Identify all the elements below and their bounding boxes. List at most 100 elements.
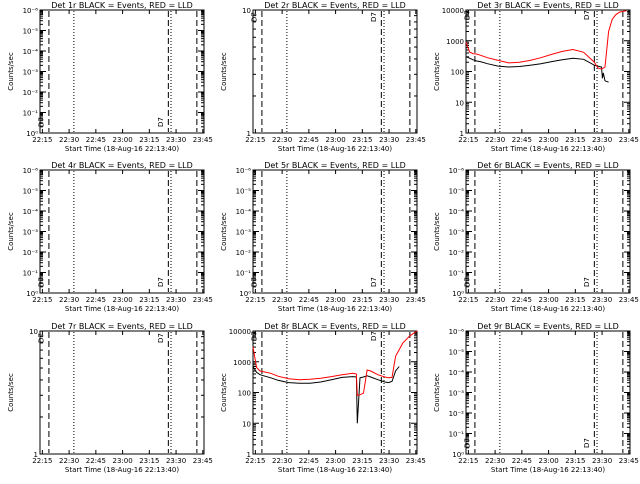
x-tick-label: 22:45: [299, 457, 319, 465]
x-axis-label: Start Time (18-Aug-16 22:13:40): [491, 145, 605, 153]
x-tick-label: 23:15: [352, 296, 372, 304]
x-tick-label: 23:30: [592, 296, 612, 304]
y-axis-label: Counts/sec: [433, 373, 441, 412]
chart-title: Det 9r BLACK = Events, RED = LLD: [477, 322, 619, 331]
y-tick-label: 10000: [229, 328, 251, 336]
x-tick-label: 22:30: [272, 296, 292, 304]
events-series-line: [252, 366, 400, 424]
lld-series-line: [252, 330, 418, 397]
plot-frame: [465, 169, 631, 294]
y-tick-label: 10⁻⁴: [23, 48, 39, 56]
event-label: D7: [157, 117, 165, 127]
x-tick-label: 23:15: [139, 457, 159, 465]
event-label: D7: [38, 333, 46, 343]
x-tick-label: 22:15: [245, 296, 265, 304]
x-tick-label: 22:15: [458, 296, 478, 304]
y-tick-label: 10⁻¹: [449, 431, 465, 439]
x-tick-label: 22:15: [32, 457, 52, 465]
event-label: D7: [251, 277, 259, 287]
x-tick-label: 22:30: [59, 296, 79, 304]
x-tick-label: 22:15: [32, 296, 52, 304]
x-tick-label: 23:15: [352, 136, 372, 144]
plot-frame: [39, 169, 205, 294]
x-tick-label: 23:45: [406, 457, 426, 465]
y-tick-label: 10⁻³: [449, 390, 465, 398]
plot-frame: [465, 9, 631, 134]
y-tick-label: 100: [238, 390, 251, 398]
event-label: D7: [157, 277, 165, 287]
y-tick-label: 10⁻¹: [23, 110, 39, 118]
y-tick-label: 10⁰: [452, 451, 464, 459]
x-tick-label: 23:45: [193, 136, 213, 144]
x-tick-label: 23:15: [139, 296, 159, 304]
x-tick-label: 23:15: [139, 136, 159, 144]
x-tick-label: 22:15: [458, 136, 478, 144]
x-tick-label: 22:45: [299, 296, 319, 304]
x-tick-label: 23:30: [166, 457, 186, 465]
x-tick-label: 23:30: [592, 457, 612, 465]
y-tick-label: 1: [460, 130, 464, 138]
plot-frame: [252, 9, 418, 134]
chart-title: Det 6r BLACK = Events, RED = LLD: [477, 161, 619, 170]
x-tick-label: 22:45: [86, 457, 106, 465]
y-tick-label: 10⁻⁴: [23, 208, 39, 216]
x-tick-label: 22:30: [272, 136, 292, 144]
chart-title: Det 7r BLACK = Events, RED = LLD: [51, 322, 193, 331]
x-axis-label: Start Time (18-Aug-16 22:13:40): [65, 305, 179, 313]
x-tick-label: 22:45: [512, 296, 532, 304]
x-tick-label: 23:45: [619, 457, 639, 465]
chart-panel-3: Det 3r BLACK = Events, RED = LLD 22:15 22:…: [433, 1, 639, 153]
y-axis-label: Counts/sec: [433, 212, 441, 251]
x-axis-label: Start Time (18-Aug-16 22:13:40): [491, 305, 605, 313]
x-tick-label: 22:45: [512, 457, 532, 465]
x-tick-label: 23:30: [379, 296, 399, 304]
events-series-line: [465, 56, 609, 83]
plot-frame: [252, 169, 418, 294]
chart-panel-5: Det 5r BLACK = Events, RED = LLD 22:15 22:…: [220, 161, 426, 313]
y-tick-label: 10⁻⁵: [449, 349, 465, 357]
y-tick-label: 10⁻³: [23, 229, 39, 237]
y-tick-label: 10⁻²: [236, 249, 252, 257]
y-tick-label: 1: [247, 451, 251, 459]
y-tick-label: 10⁻³: [449, 229, 465, 237]
x-tick-label: 23:00: [538, 296, 558, 304]
y-tick-label: 10⁻⁶: [23, 7, 39, 15]
x-axis-label: Start Time (18-Aug-16 22:13:40): [65, 466, 179, 474]
plot-frame: [39, 9, 205, 134]
chart-panel-8: Det 8r BLACK = Events, RED = LLD 22:15 22:…: [220, 322, 426, 474]
y-axis-label: Counts/sec: [7, 212, 15, 251]
y-tick-label: 10⁻²: [23, 89, 39, 97]
y-tick-label: 10: [242, 7, 251, 15]
x-tick-label: 23:15: [565, 136, 585, 144]
x-tick-label: 23:15: [565, 457, 585, 465]
chart-title: Det 5r BLACK = Events, RED = LLD: [264, 161, 406, 170]
x-tick-label: 23:00: [112, 296, 132, 304]
event-label: D7: [583, 438, 591, 448]
y-tick-label: 10⁻⁶: [23, 167, 39, 175]
x-tick-label: 23:30: [379, 457, 399, 465]
x-tick-label: 23:00: [325, 457, 345, 465]
event-label: D7: [464, 438, 472, 448]
y-tick-label: 10⁻¹: [236, 270, 252, 278]
y-tick-label: 1: [34, 451, 38, 459]
x-tick-label: 23:00: [325, 136, 345, 144]
plot-frame: [465, 330, 631, 455]
event-label: D7: [251, 331, 259, 341]
y-tick-label: 10: [242, 420, 251, 428]
x-tick-label: 22:45: [299, 136, 319, 144]
x-tick-label: 22:30: [485, 296, 505, 304]
y-tick-label: 10: [455, 99, 464, 107]
x-tick-label: 22:45: [86, 296, 106, 304]
x-axis-label: Start Time (18-Aug-16 22:13:40): [491, 466, 605, 474]
y-tick-label: 10⁻³: [23, 69, 39, 77]
x-tick-label: 23:45: [619, 136, 639, 144]
y-axis-label: Counts/sec: [7, 373, 15, 412]
x-tick-label: 23:00: [112, 136, 132, 144]
chart-title: Det 8r BLACK = Events, RED = LLD: [264, 322, 406, 331]
event-label: D7: [370, 277, 378, 287]
x-axis-label: Start Time (18-Aug-16 22:13:40): [278, 305, 392, 313]
event-label: D7: [464, 10, 472, 20]
chart-panel-9: Det 9r BLACK = Events, RED = LLD 22:15 22:…: [433, 322, 639, 474]
